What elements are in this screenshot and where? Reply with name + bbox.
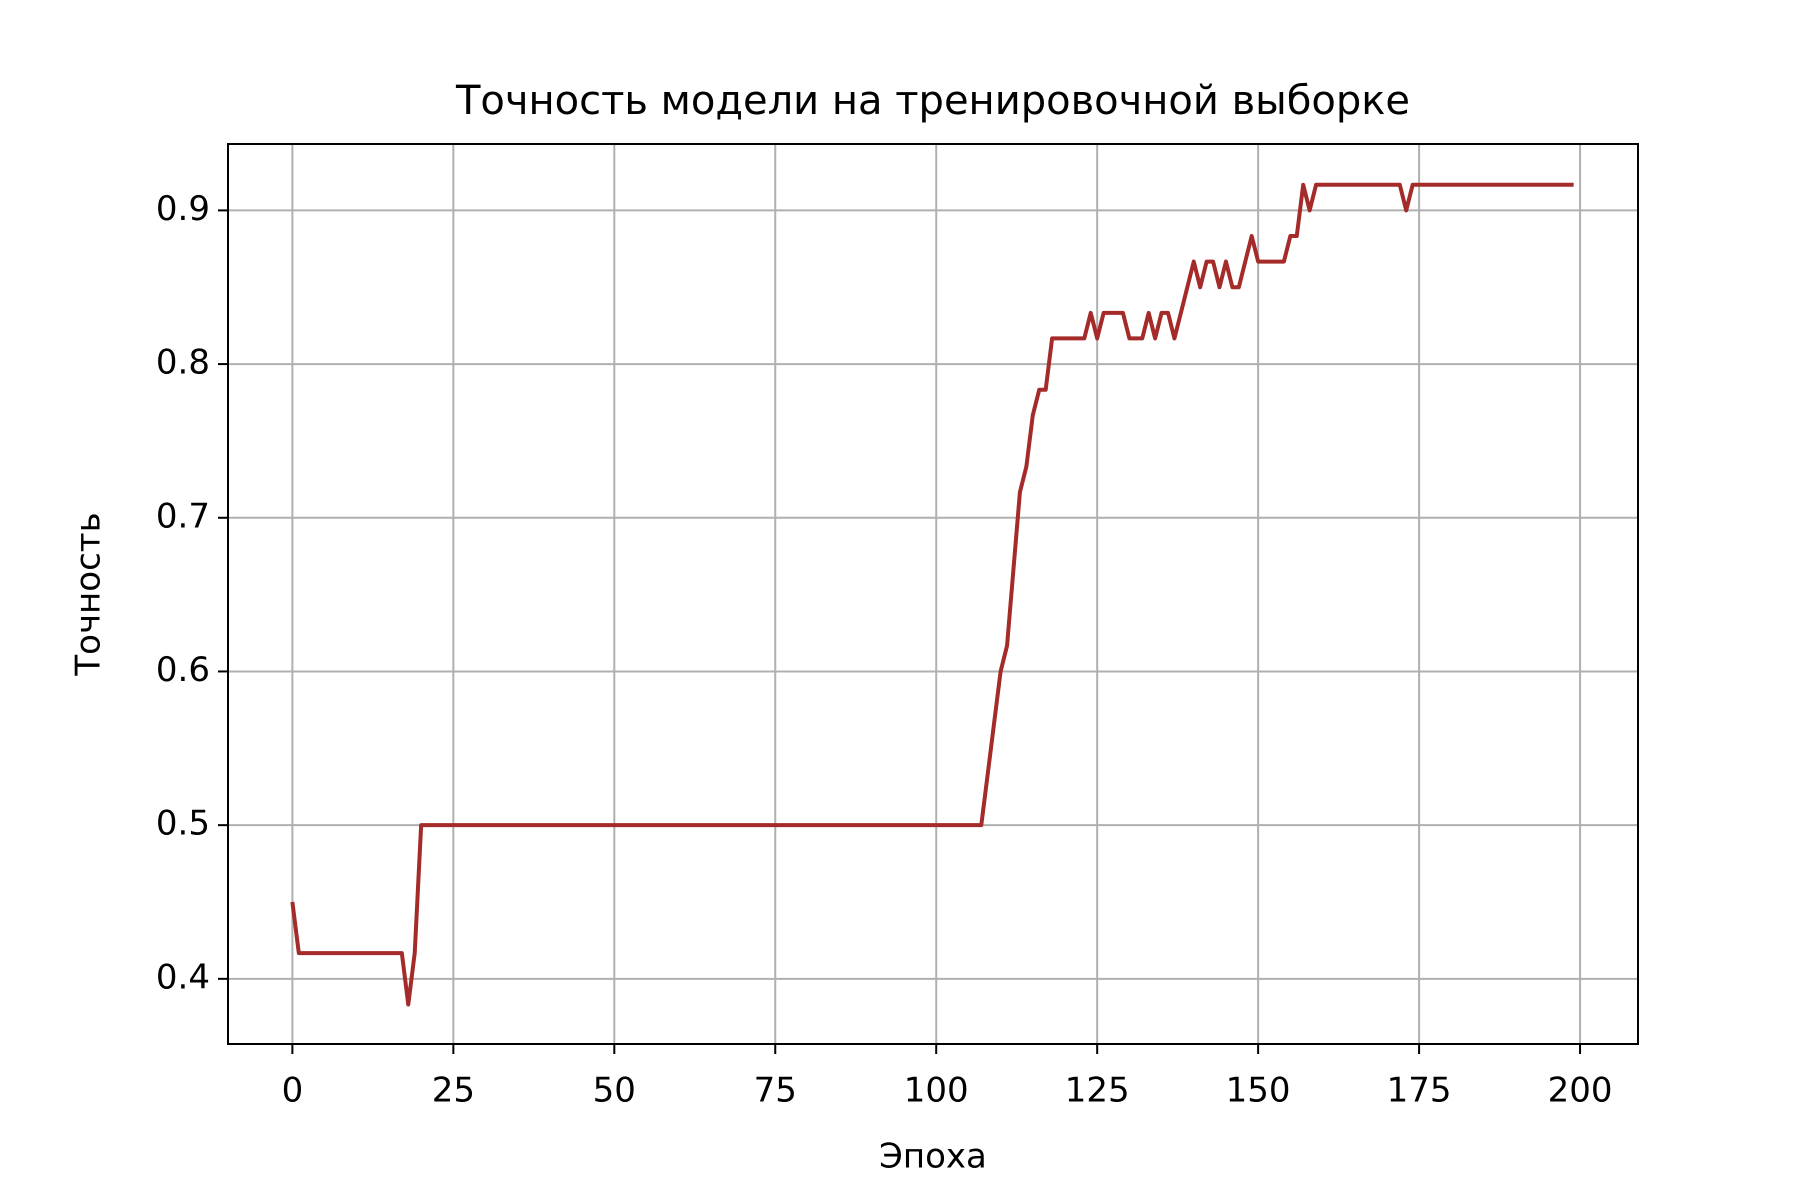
plot-frame [227, 143, 1639, 1045]
y-tick-label: 0.9 [156, 189, 210, 229]
x-tick-label: 25 [432, 1071, 475, 1111]
chart-title: Точность модели на тренировочной выборке [455, 78, 1410, 124]
data-line [290, 182, 1574, 1007]
x-tick-label: 150 [1226, 1071, 1291, 1111]
y-tick-label: 0.5 [156, 804, 210, 844]
y-tick-label: 0.8 [156, 343, 210, 383]
x-tick-label: 175 [1387, 1071, 1452, 1111]
y-tick-label: 0.4 [156, 957, 210, 997]
x-tick-label: 0 [282, 1071, 304, 1111]
y-tick-label: 0.6 [156, 650, 210, 690]
x-tick-label: 75 [754, 1071, 797, 1111]
x-tick-label: 100 [904, 1071, 969, 1111]
y-tick-label: 0.7 [156, 496, 210, 536]
x-tick-label: 50 [593, 1071, 636, 1111]
y-axis-label: Точность [69, 512, 109, 676]
x-tick-label: 125 [1065, 1071, 1130, 1111]
x-axis-label: Эпоха [879, 1137, 987, 1177]
x-tick-label: 200 [1548, 1071, 1613, 1111]
